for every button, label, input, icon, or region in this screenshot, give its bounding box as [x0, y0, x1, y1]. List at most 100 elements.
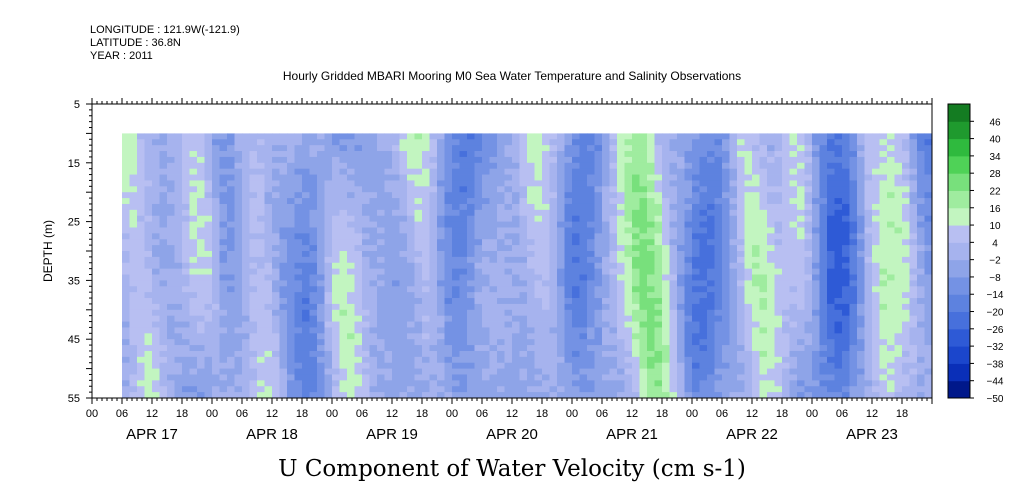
heatmap-cell [279, 256, 288, 264]
heatmap-cell [617, 203, 625, 211]
heatmap-cell [669, 162, 678, 170]
heatmap-cell [137, 221, 145, 228]
heatmap-cell [257, 139, 265, 146]
heatmap-cell [542, 156, 550, 164]
heatmap-cell [579, 262, 588, 270]
heatmap-cell [302, 186, 310, 193]
heatmap-cell [737, 221, 745, 228]
heatmap-cell [849, 292, 858, 299]
heatmap-cell [527, 156, 535, 164]
heatmap-cell [617, 303, 625, 311]
heatmap-cell [122, 133, 130, 140]
heatmap-cell [309, 374, 318, 381]
heatmap-cell [204, 392, 213, 399]
heatmap-cell [152, 345, 160, 352]
heatmap-cell [369, 198, 378, 205]
heatmap-cell [789, 309, 798, 317]
heatmap-cell [377, 339, 385, 346]
heatmap-cell [489, 386, 498, 393]
heatmap-cell [279, 386, 288, 393]
heatmap-cell [399, 174, 408, 181]
heatmap-cell [249, 239, 258, 246]
heatmap-cell [819, 145, 828, 152]
heatmap-cell [242, 362, 250, 369]
heatmap-cell [482, 321, 490, 328]
heatmap-cell [347, 221, 355, 228]
heatmap-cell [812, 221, 820, 228]
heatmap-cell [639, 209, 648, 217]
heatmap-cell [272, 345, 280, 352]
heatmap-cell [534, 345, 543, 352]
heatmap-cell [774, 292, 783, 299]
heatmap-cell [302, 245, 310, 252]
heatmap-cell [212, 280, 220, 287]
heatmap-cell [257, 239, 265, 246]
heatmap-cell [294, 374, 303, 381]
heatmap-cell [699, 209, 708, 217]
heatmap-cell [692, 380, 700, 387]
heatmap-cell [827, 215, 835, 222]
heatmap-cell [212, 333, 220, 340]
heatmap-cell [489, 174, 498, 181]
heatmap-cell [279, 350, 288, 358]
heatmap-cell [677, 327, 685, 334]
heatmap-cell [174, 362, 183, 369]
heatmap-cell [204, 151, 213, 158]
heatmap-cell [752, 315, 760, 322]
heatmap-cell [219, 133, 228, 140]
heatmap-cell [557, 386, 565, 393]
heatmap-cell [189, 321, 198, 328]
heatmap-cell [669, 174, 678, 181]
heatmap-cell [692, 356, 700, 364]
heatmap-cell [864, 151, 873, 158]
heatmap-cell [444, 380, 453, 387]
heatmap-cell [159, 227, 168, 234]
heatmap-cell [722, 327, 730, 334]
heatmap-cell [534, 180, 543, 187]
heatmap-cell [864, 203, 873, 211]
heatmap-cell [144, 292, 153, 299]
heatmap-cell [377, 227, 385, 234]
heatmap-cell [287, 386, 295, 393]
heatmap-cell [287, 145, 295, 152]
heatmap-cell [467, 368, 475, 375]
heatmap-cell [129, 268, 138, 275]
heatmap-cell [392, 233, 400, 240]
heatmap-cell [692, 362, 700, 369]
heatmap-cell [894, 139, 903, 146]
heatmap-cell [557, 133, 565, 140]
heatmap-cell [159, 186, 168, 193]
heatmap-cell [887, 186, 895, 193]
heatmap-cell [924, 186, 933, 193]
heatmap-cell [189, 268, 198, 275]
heatmap-cell [377, 256, 385, 264]
heatmap-cell [557, 262, 565, 270]
heatmap-cell [767, 186, 775, 193]
heatmap-cell [339, 233, 348, 240]
heatmap-cell [647, 339, 655, 346]
heatmap-cell [122, 350, 130, 358]
heatmap-cell [287, 174, 295, 181]
heatmap-cell [332, 274, 340, 281]
heatmap-cell [264, 256, 273, 264]
heatmap-cell [122, 180, 130, 187]
heatmap-cell [542, 374, 550, 381]
heatmap-cell [909, 227, 918, 234]
heatmap-cell [339, 192, 348, 199]
heatmap-cell [572, 168, 580, 175]
heatmap-cell [167, 245, 175, 252]
heatmap-cell [534, 315, 543, 322]
heatmap-cell [137, 209, 145, 217]
heatmap-cell [699, 333, 708, 340]
heatmap-cell [812, 245, 820, 252]
heatmap-cell [902, 292, 910, 299]
heatmap-cell [144, 168, 153, 175]
heatmap-cell [204, 139, 213, 146]
heatmap-cell [782, 256, 790, 264]
heatmap-cell [309, 262, 318, 270]
heatmap-cell [864, 192, 873, 199]
heatmap-cell [564, 239, 573, 246]
heatmap-cell [917, 280, 925, 287]
heatmap-cell [212, 227, 220, 234]
heatmap-cell [422, 315, 430, 322]
